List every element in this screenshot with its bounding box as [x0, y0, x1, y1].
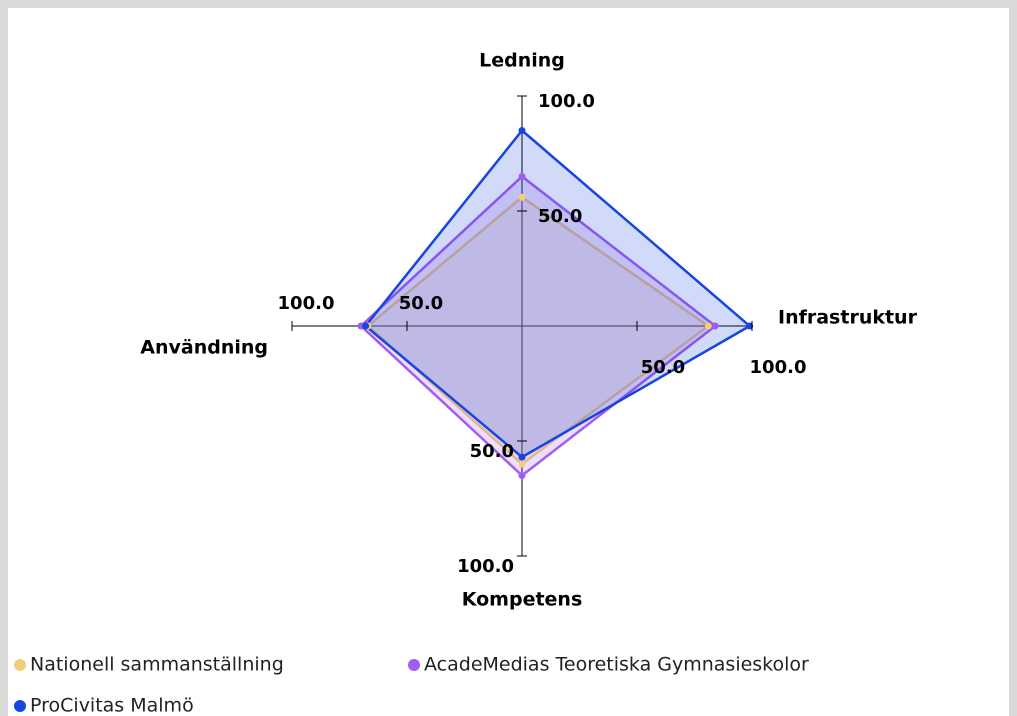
tick-label: 50.0	[641, 357, 685, 378]
series-point	[518, 193, 526, 201]
legend-marker	[14, 700, 26, 712]
axis-label: Infrastruktur	[778, 307, 918, 329]
tick-label: 50.0	[538, 206, 582, 227]
series-point	[518, 460, 526, 468]
tick-label: 100.0	[750, 357, 807, 378]
series-point	[518, 173, 526, 180]
series-point	[518, 127, 526, 134]
tick-label: 100.0	[278, 293, 335, 314]
legend-label: ProCivitas Malmö	[30, 695, 194, 716]
series-point	[362, 322, 370, 330]
series-point	[746, 322, 754, 330]
legend-label: Nationell sammanställning	[30, 654, 284, 676]
legend-marker	[14, 659, 26, 671]
series-point	[518, 472, 526, 479]
axis-label: Användning	[140, 337, 268, 359]
tick-label: 100.0	[457, 556, 514, 577]
tick-label: 50.0	[399, 293, 443, 314]
tick-label: 100.0	[538, 91, 595, 112]
legend-label: AcadeMedias Teoretiska Gymnasieskolor	[424, 654, 809, 676]
series-point	[518, 453, 526, 461]
series-point	[704, 322, 712, 330]
axis-label: Ledning	[479, 50, 565, 72]
legend-marker	[408, 659, 420, 671]
axis-label: Kompetens	[462, 589, 583, 611]
tick-label: 50.0	[470, 441, 514, 462]
series-point	[711, 322, 719, 330]
panel	[8, 8, 1009, 716]
